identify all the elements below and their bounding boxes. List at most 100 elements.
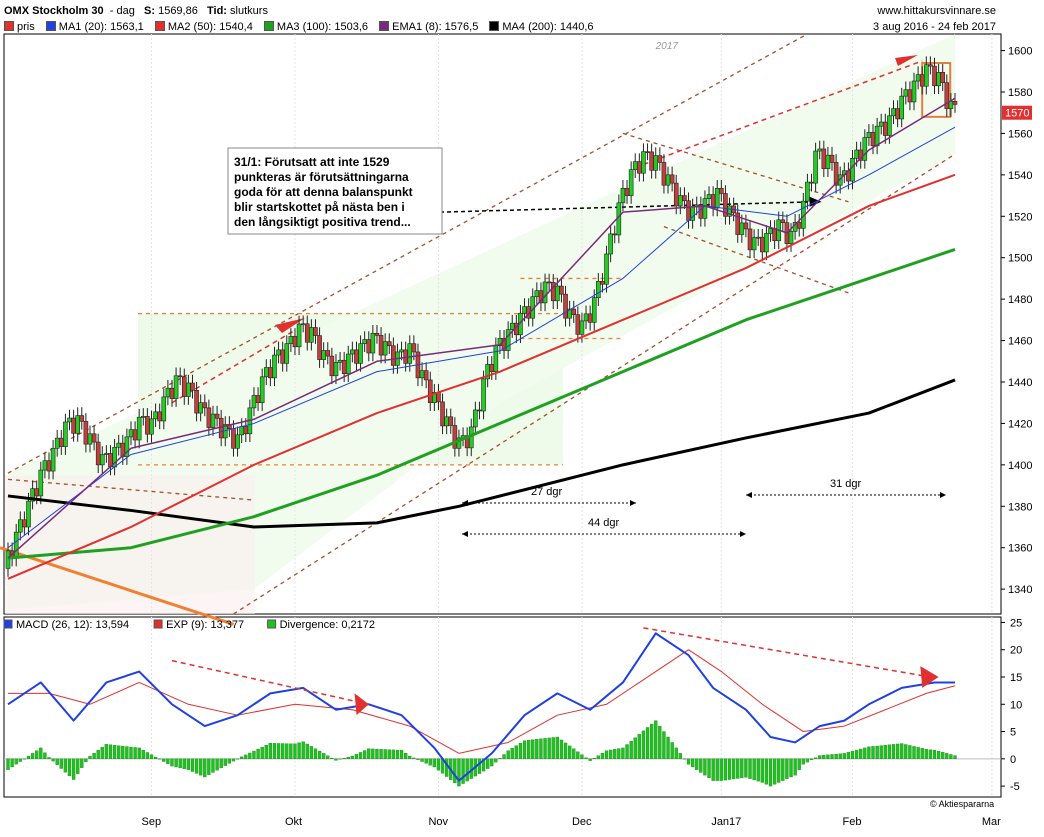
candle-body [768,228,773,234]
note-line: punkteras är förutsättningarna [234,170,409,184]
macd-y-tick-label: 10 [1010,699,1022,711]
candle-body [555,285,560,302]
candle-body [481,378,486,412]
signal-line [8,649,956,754]
divergence-bar [30,753,35,759]
divergence-bar [39,747,43,759]
candle-body [374,333,380,336]
candle-body [944,82,950,109]
divergence-bar [891,744,896,759]
x-tick-label: Dec [572,816,592,828]
divergence-bar [412,757,416,759]
candle-body [50,447,56,472]
y-tick-label: 1540 [1008,170,1032,182]
candle-body [325,350,331,357]
divergence-bar [207,758,211,775]
divergence-bar [436,758,441,771]
divergence-bar [949,754,953,759]
y-tick-label: 1380 [1008,501,1032,513]
candle-body [26,500,31,528]
y-tick-label: 1420 [1008,418,1032,430]
candle-body [165,387,171,398]
divergence-bar [654,720,658,759]
divergence-bar [699,758,703,773]
candle-body [169,387,175,399]
candle-body [391,345,396,366]
span-27-arrow-left [462,500,468,506]
divergence-bar [80,758,84,768]
candle-body [276,349,281,356]
candle-body [366,339,372,354]
divergence-bar [768,758,773,787]
candle-body [239,426,244,436]
candle-body [866,132,872,138]
divergence-bar [166,758,170,764]
chart-title: OMX Stockholm 30 [4,5,104,17]
ema8-line [7,97,956,559]
divergence-bar [510,747,514,759]
x-tick-label: Feb [843,816,862,828]
legend-swatch [4,21,14,31]
candle-body [600,281,605,285]
candle-body [899,95,905,120]
candle-body [796,221,802,229]
divergence-bar [502,754,506,759]
candle-body [714,188,720,209]
macd-y-tick-label: 25 [1010,617,1022,629]
candle-body [145,416,150,435]
divergence-bar [477,758,482,774]
candle-body [272,354,277,379]
divergence-bar [842,753,846,759]
divergence-bar [252,750,256,759]
divergence-bar [35,750,39,759]
divergence-bar [178,758,182,769]
divergence-bar [182,758,186,769]
candle-body [587,313,593,323]
candle-body [764,233,769,253]
note-line: den långsiktigt positiva trend... [234,215,411,229]
candle-body [559,285,564,295]
divergence-bar [830,754,834,759]
divergence-bar [309,746,314,759]
divergence-bar [96,750,100,759]
candle-body [924,64,929,87]
red-arrow-line [171,329,296,404]
candle-body [743,222,749,230]
candle-body [522,306,527,314]
x-tick-label: Okt [285,816,302,828]
divergence-bar [850,751,855,759]
divergence-bar [551,737,555,759]
candle-body [46,460,52,472]
divergence-bar [117,745,121,759]
y-tick-label: 1340 [1008,584,1032,596]
note-line: 31/1: Förutsatt att inte 1529 [234,155,390,169]
divergence-bar [760,758,764,783]
divergence-bar [592,757,596,759]
divergence-bar [695,758,699,770]
candle-body [669,174,675,184]
divergence-bar [543,738,547,759]
divergence-bar [330,757,334,759]
divergence-bar [391,749,396,759]
divergence-bar [904,744,908,759]
divergence-bar [297,742,301,759]
divergence-bar [526,740,531,759]
candle-body [427,379,433,404]
candle-body [706,194,712,199]
site-url[interactable]: www.hittakursvinnare.se [877,5,996,17]
divergence-bar [55,758,59,765]
candle-body [571,308,577,315]
red-arrow-head-2 [895,55,918,66]
candle-body [304,323,310,343]
candle-body [378,335,384,356]
candle-body [181,376,187,397]
tid-value: slutkurs [230,5,268,17]
divergence-bar [289,743,293,759]
candle-body [661,162,667,186]
x-tick-label: Nov [428,816,448,828]
divergence-bar [108,744,113,759]
candle-body [95,441,101,466]
divergence-bar [600,752,605,759]
divergence-bar [617,748,621,759]
candle-body [5,550,11,569]
